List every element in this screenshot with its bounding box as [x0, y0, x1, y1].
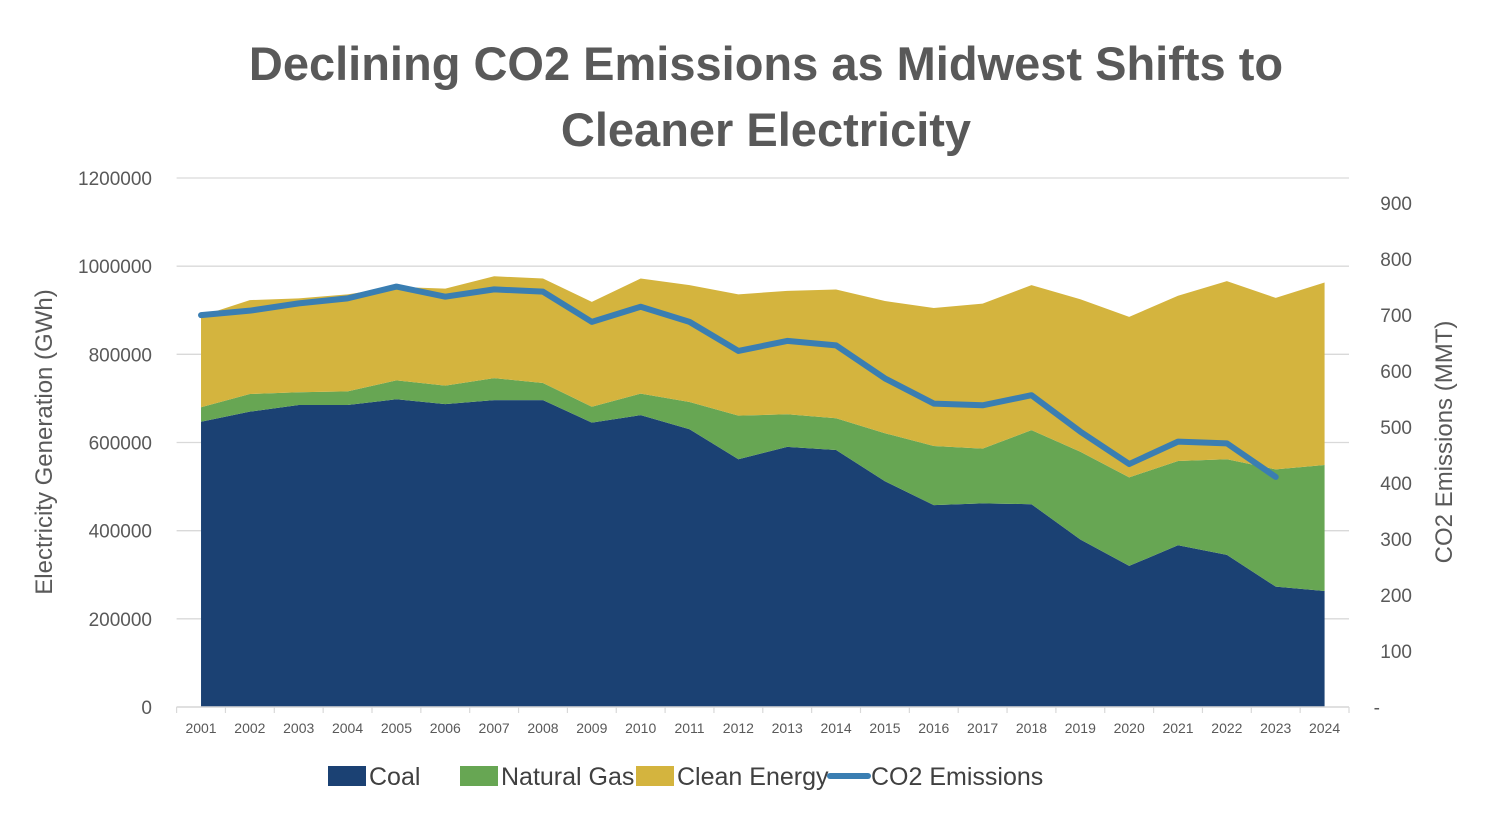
x-tick-label: 2017	[967, 720, 998, 736]
legend-swatch	[328, 766, 366, 786]
x-tick-label: 2005	[381, 720, 412, 736]
y2-axis-title: CO2 Emissions (MMT)	[1431, 321, 1458, 564]
y-tick-label: 600000	[89, 434, 152, 455]
y-tick-label: 400000	[89, 522, 152, 543]
y2-tick-label: 100	[1380, 642, 1412, 663]
chart-title-line-2: Cleaner Electricity	[561, 103, 971, 156]
x-tick-label: 2009	[576, 720, 607, 736]
y2-tick-label: 800	[1380, 250, 1412, 271]
x-tick-label: 2018	[1016, 720, 1047, 736]
x-tick-label: 2019	[1065, 720, 1096, 736]
x-tick-label: 2015	[869, 720, 900, 736]
legend-label: Clean Energy	[677, 763, 829, 791]
y2-tick-label: 200	[1380, 586, 1412, 607]
y2-tick-label: -	[1374, 698, 1380, 719]
y-tick-label: 200000	[89, 610, 152, 631]
area-series	[201, 276, 1325, 707]
x-axis: 2001 2002 2003 2004 2005 2006 2007 2008 2009 2010…	[177, 707, 1349, 736]
x-tick-label: 2012	[723, 720, 754, 736]
legend-label: Natural Gas	[501, 763, 634, 791]
chart-title-line-1: Declining CO2 Emissions as Midwest Shift…	[249, 37, 1283, 90]
x-tick-label: 2008	[527, 720, 558, 736]
y2-tick-label: 300	[1380, 530, 1412, 551]
legend-item: CO2 Emissions	[830, 763, 1043, 791]
y-axis-right: - 100 200 300 400 500 600 700 800 900	[1374, 194, 1412, 719]
y-axis-left: 0 200000 400000 600000 800000 1000000 1200000	[78, 169, 152, 719]
y-tick-label: 800000	[89, 345, 152, 366]
legend-swatch	[460, 766, 498, 786]
x-tick-label: 2024	[1309, 720, 1340, 736]
x-tick-label: 2021	[1162, 720, 1193, 736]
y-axis-title: Electricity Generation (GWh)	[31, 289, 58, 594]
x-tick-label: 2023	[1260, 720, 1291, 736]
y-tick-label: 1000000	[78, 257, 152, 278]
x-tick-label: 2013	[772, 720, 803, 736]
legend-swatch	[636, 766, 674, 786]
x-tick-label: 2001	[185, 720, 216, 736]
y2-tick-label: 900	[1380, 194, 1412, 215]
legend-item: Coal	[328, 763, 420, 791]
legend-label: Coal	[369, 763, 420, 791]
y2-tick-label: 600	[1380, 362, 1412, 383]
x-tick-label: 2003	[283, 720, 314, 736]
y2-tick-label: 400	[1380, 474, 1412, 495]
x-tick-label: 2006	[430, 720, 461, 736]
y2-tick-label: 700	[1380, 306, 1412, 327]
legend: Coal Natural Gas Clean Energy CO2 Emissions	[328, 763, 1043, 791]
legend-label: CO2 Emissions	[871, 763, 1043, 791]
x-tick-label: 2002	[234, 720, 265, 736]
x-tick-label: 2007	[479, 720, 510, 736]
legend-item: Clean Energy	[636, 763, 829, 791]
x-tick-label: 2020	[1114, 720, 1145, 736]
x-tick-label: 2010	[625, 720, 656, 736]
y-tick-label: 1200000	[78, 169, 152, 190]
y-tick-label: 0	[141, 698, 152, 719]
x-tick-label: 2016	[918, 720, 949, 736]
y2-tick-label: 500	[1380, 418, 1412, 439]
legend-item: Natural Gas	[460, 763, 634, 791]
x-tick-label: 2011	[674, 720, 704, 736]
x-tick-label: 2004	[332, 720, 363, 736]
x-tick-label: 2022	[1211, 720, 1242, 736]
x-tick-label: 2014	[820, 720, 851, 736]
